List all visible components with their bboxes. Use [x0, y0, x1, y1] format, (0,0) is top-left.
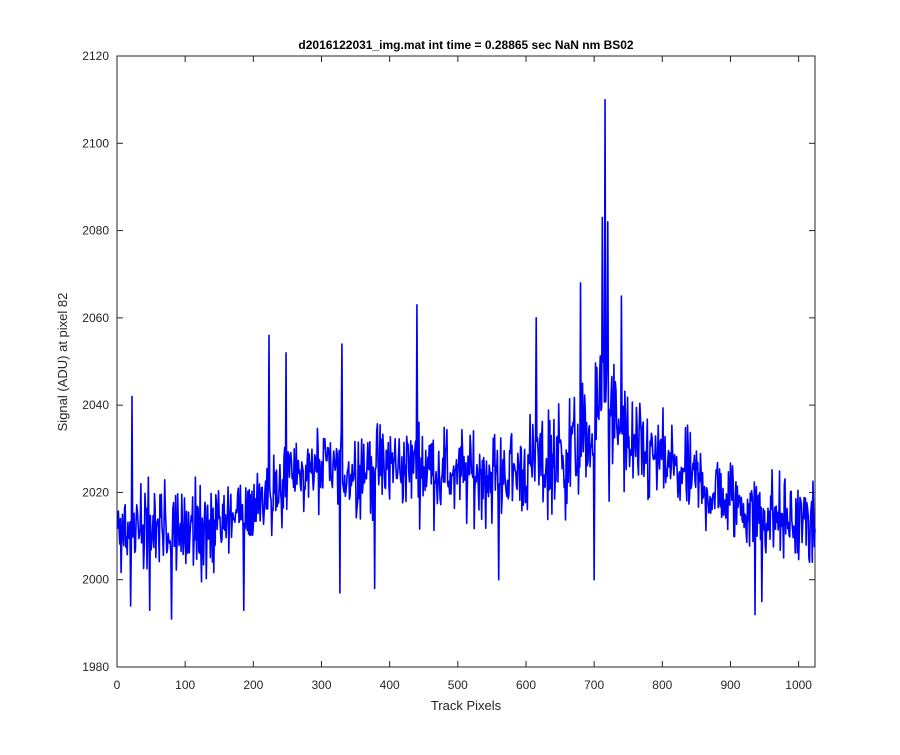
y-tick-label: 2120 [82, 49, 109, 63]
y-tick-label: 2000 [82, 573, 109, 587]
y-tick-label: 2040 [82, 398, 109, 412]
y-axis: 1980 2000 2020 2040 2060 2080 2100 2120 [82, 49, 815, 674]
x-tick-label: 900 [720, 678, 740, 692]
x-tick-label: 800 [652, 678, 672, 692]
x-tick-label: 1000 [785, 678, 812, 692]
x-tick-label: 300 [311, 678, 331, 692]
x-axis: 0 100 200 300 400 500 600 700 800 900 1000 [114, 56, 812, 692]
x-tick-label: 500 [448, 678, 468, 692]
x-tick-label: 600 [516, 678, 536, 692]
x-tick-label: 400 [380, 678, 400, 692]
y-tick-label: 2100 [82, 136, 109, 150]
x-axis-label: Track Pixels [431, 698, 502, 713]
axes-box [116, 55, 816, 668]
plot-area [116, 55, 816, 668]
y-axis-label: Signal (ADU) at pixel 82 [55, 293, 70, 432]
chart-title: d2016122031_img.mat int time = 0.28865 s… [298, 38, 634, 52]
x-tick-label: 0 [114, 678, 121, 692]
y-tick-label: 2020 [82, 485, 109, 499]
x-tick-label: 100 [175, 678, 195, 692]
y-tick-label: 1980 [82, 660, 109, 674]
y-tick-label: 2080 [82, 224, 109, 238]
y-tick-label: 2060 [82, 311, 109, 325]
x-tick-label: 700 [584, 678, 604, 692]
x-tick-label: 200 [243, 678, 263, 692]
signal-series-line [116, 98, 816, 620]
